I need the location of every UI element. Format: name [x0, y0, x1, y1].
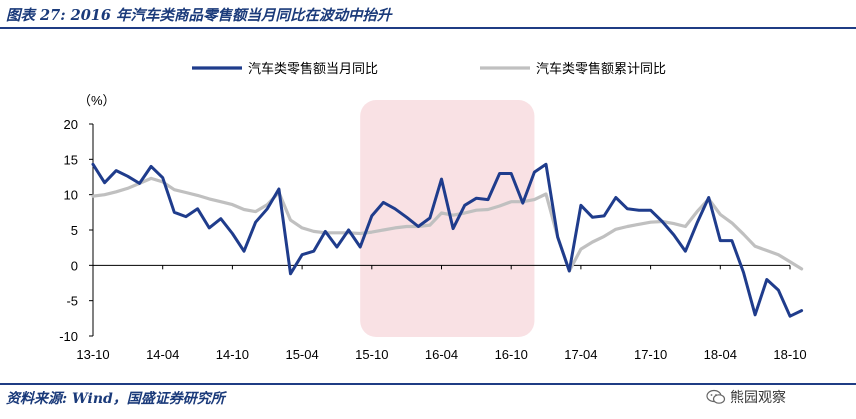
bottom-rule	[0, 383, 856, 385]
watermark: 熊园观察	[706, 387, 786, 407]
source-note: 资料来源: Wind，国盛证券研究所	[6, 391, 225, 407]
x-tick-label: 17-10	[634, 347, 667, 362]
x-tick-label: 14-04	[146, 347, 179, 362]
highlight-layer	[360, 100, 535, 337]
legend-label: 汽车类零售额累计同比	[536, 61, 666, 77]
chart-title: 图表 27: 2016 年汽车类商品零售额当月同比在波动中抬升	[6, 7, 392, 24]
x-tick-label: 18-10	[773, 347, 806, 362]
y-tick-label: 5	[71, 223, 78, 238]
highlight-band	[360, 100, 535, 337]
x-tick-label: 13-10	[76, 347, 109, 362]
y-tick-label: 0	[71, 258, 78, 273]
unit-label: （%）	[78, 93, 116, 108]
x-tick-label: 18-04	[704, 347, 737, 362]
series-line-monthly	[91, 162, 804, 318]
y-tick-label: 20	[64, 117, 78, 132]
x-tick-label: 15-04	[285, 347, 318, 362]
wechat-icon	[706, 389, 726, 404]
line-chart: 20 15 10 5 0 -5 -10 13-10 14-04 14-10 15-04 15-10 16…	[59, 61, 806, 362]
series-layer	[91, 162, 804, 318]
watermark-text: 熊园观察	[730, 390, 786, 406]
top-rule	[0, 27, 856, 29]
y-tick-label: -10	[59, 329, 78, 344]
y-tick-label: -5	[66, 294, 78, 309]
x-tick-label: 14-10	[216, 347, 249, 362]
x-tick-label: 17-04	[564, 347, 597, 362]
y-tick-label: 10	[64, 188, 78, 203]
legend-label: 汽车类零售额当月同比	[248, 61, 378, 77]
axis-layer: 20 15 10 5 0 -5 -10 13-10 14-04 14-10 15-04 15-10 16…	[59, 117, 806, 362]
x-tick-label: 15-10	[355, 347, 388, 362]
x-tick-label: 16-10	[495, 347, 528, 362]
legend: 汽车类零售额当月同比 汽车类零售额累计同比	[192, 61, 666, 77]
y-tick-label: 15	[64, 152, 78, 167]
series-line-cumulative	[91, 176, 804, 273]
x-tick-label: 16-04	[425, 347, 458, 362]
